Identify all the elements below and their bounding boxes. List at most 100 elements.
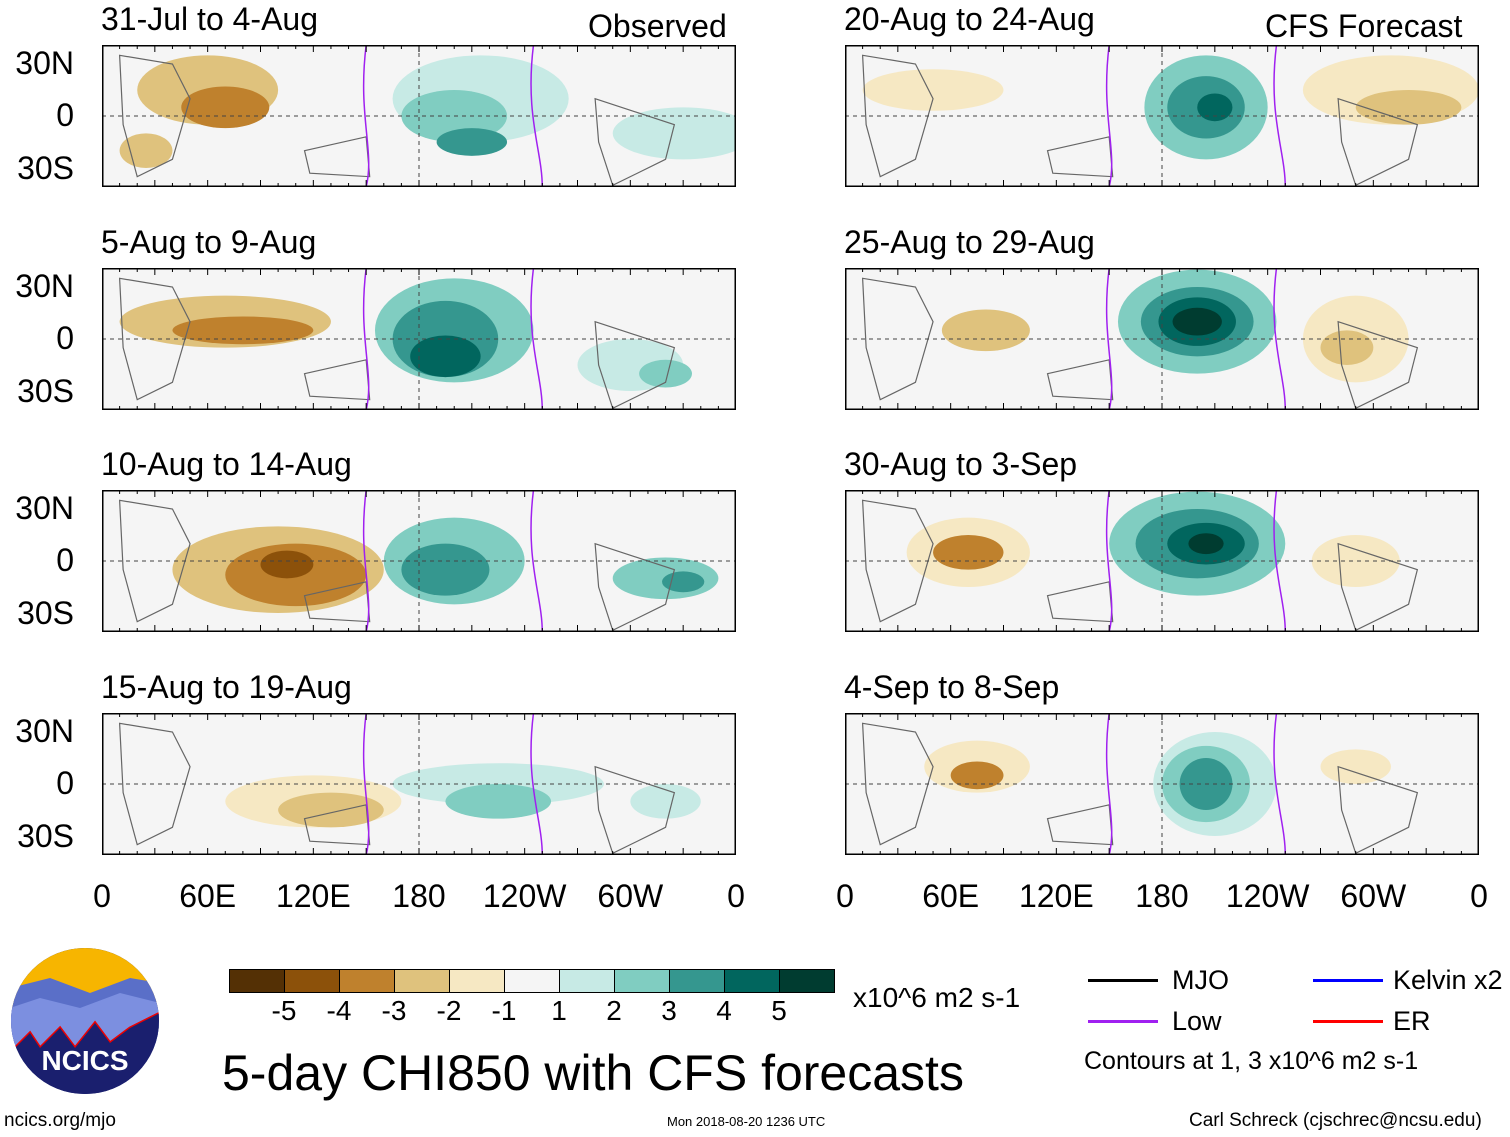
lat-label: 0 bbox=[56, 97, 74, 133]
chi-anomaly-shading bbox=[172, 316, 314, 345]
colorbar-swatch bbox=[615, 970, 670, 992]
lat-label: 30N bbox=[15, 45, 74, 81]
low-contour bbox=[1105, 45, 1113, 187]
coastline bbox=[303, 804, 371, 846]
chi-anomaly-shading bbox=[862, 69, 1004, 111]
lon-label: 120E bbox=[1018, 878, 1094, 914]
chi-anomaly-shading bbox=[639, 359, 692, 388]
chi-anomaly-shading bbox=[181, 86, 270, 129]
colorbar-swatch bbox=[505, 970, 560, 992]
footer-url[interactable]: ncics.org/mjo bbox=[4, 1110, 116, 1131]
coastline bbox=[118, 277, 191, 401]
low-contour bbox=[362, 713, 370, 855]
colorbar-tick: -5 bbox=[271, 995, 297, 1026]
chi-anomaly-shading bbox=[401, 543, 490, 596]
chi-anomaly-shading bbox=[941, 309, 1030, 352]
lat-label: 30S bbox=[17, 150, 74, 186]
chi-anomaly-shading bbox=[630, 784, 701, 819]
lat-label: 30N bbox=[15, 268, 74, 304]
coastline bbox=[861, 277, 934, 401]
colorbar-swatch bbox=[340, 970, 395, 992]
chi-anomaly-shading bbox=[436, 128, 508, 156]
colorbar-swatch bbox=[450, 970, 505, 992]
legend-note: Contours at 1, 3 x10^6 m2 s-1 bbox=[1084, 1047, 1419, 1075]
coastline bbox=[1337, 542, 1419, 632]
low-contour bbox=[1273, 713, 1287, 855]
low-contour bbox=[1105, 713, 1113, 855]
colorbar-tick: -1 bbox=[491, 995, 517, 1026]
colorbar-swatch bbox=[670, 970, 725, 992]
lon-label: 0 bbox=[836, 878, 854, 914]
lon-label: 120W bbox=[482, 878, 567, 914]
colorbar-tick: 4 bbox=[716, 995, 732, 1026]
panel-title: 5-Aug to 9-Aug bbox=[101, 224, 317, 260]
legend-low: Low bbox=[1088, 1006, 1222, 1037]
map-panel bbox=[102, 713, 736, 855]
coastline bbox=[861, 499, 934, 623]
map-panel bbox=[102, 45, 736, 187]
chi-anomaly-shading bbox=[1320, 749, 1391, 784]
ncics-logo: NCICS bbox=[11, 948, 159, 1094]
coastline bbox=[861, 54, 934, 178]
colorbar-tick: -3 bbox=[381, 995, 407, 1026]
svg-text:NCICS: NCICS bbox=[41, 1045, 128, 1076]
lon-label: 60W bbox=[1340, 878, 1407, 914]
chi-anomaly-shading bbox=[612, 107, 736, 160]
chi-anomaly-shading bbox=[933, 535, 1004, 570]
lon-label: 60E bbox=[179, 878, 237, 914]
coastline bbox=[861, 722, 934, 846]
coastline bbox=[1337, 765, 1419, 855]
coastline bbox=[1046, 136, 1114, 178]
colorbar-swatch bbox=[560, 970, 615, 992]
chi-anomaly-shading bbox=[1311, 535, 1400, 587]
coastline bbox=[1337, 320, 1419, 410]
coastline bbox=[1046, 581, 1114, 623]
legend-mjo: MJO bbox=[1088, 965, 1229, 996]
low-contour bbox=[362, 268, 370, 410]
lon-label: 120W bbox=[1225, 878, 1310, 914]
lat-label: 30S bbox=[17, 595, 74, 631]
colorbar-tick: 1 bbox=[551, 995, 567, 1026]
panel-title: 4-Sep to 8-Sep bbox=[844, 669, 1060, 705]
lat-label: 0 bbox=[56, 765, 74, 801]
low-contour bbox=[530, 268, 544, 410]
coastline bbox=[118, 499, 191, 623]
coastline bbox=[594, 320, 676, 410]
legend-er: ER bbox=[1313, 1006, 1431, 1037]
colorbar-tick: 3 bbox=[661, 995, 677, 1026]
low-contour bbox=[362, 45, 370, 187]
legend-kelvin: Kelvin x2 bbox=[1313, 965, 1503, 996]
coastline bbox=[303, 359, 371, 401]
coastline bbox=[303, 581, 371, 623]
panel-title: 30-Aug to 3-Sep bbox=[844, 446, 1078, 482]
colorbar-tick: -2 bbox=[436, 995, 462, 1026]
panel-title: 10-Aug to 14-Aug bbox=[101, 446, 352, 482]
coastline bbox=[594, 542, 676, 632]
chi-anomaly-shading bbox=[1188, 533, 1224, 555]
lat-label: 30S bbox=[17, 373, 74, 409]
colorbar-swatch bbox=[285, 970, 340, 992]
low-contour bbox=[1273, 45, 1287, 187]
map-panel bbox=[845, 45, 1479, 187]
colorbar-tick: -4 bbox=[326, 995, 352, 1026]
lon-label: 0 bbox=[1470, 878, 1488, 914]
panel-title: 25-Aug to 29-Aug bbox=[844, 224, 1095, 260]
lat-label: 30N bbox=[15, 713, 74, 749]
lon-label: 0 bbox=[93, 878, 111, 914]
coastline bbox=[118, 722, 191, 846]
map-panel bbox=[845, 490, 1479, 632]
chi-anomaly-shading bbox=[410, 335, 481, 378]
header-cfs-forecast: CFS Forecast bbox=[1265, 8, 1463, 44]
lat-label: 0 bbox=[56, 542, 74, 578]
coastline bbox=[1046, 359, 1114, 401]
chi-anomaly-shading bbox=[662, 571, 705, 593]
low-contour bbox=[1105, 268, 1113, 410]
colorbar-units: x10^6 m2 s-1 bbox=[853, 982, 1021, 1013]
coastline bbox=[303, 136, 371, 178]
low-contour bbox=[1273, 268, 1287, 410]
lon-label: 180 bbox=[392, 878, 446, 914]
chi-anomaly-shading bbox=[445, 784, 552, 819]
low-contour bbox=[1105, 490, 1113, 632]
coastline bbox=[118, 54, 191, 178]
lon-label: 120E bbox=[275, 878, 351, 914]
